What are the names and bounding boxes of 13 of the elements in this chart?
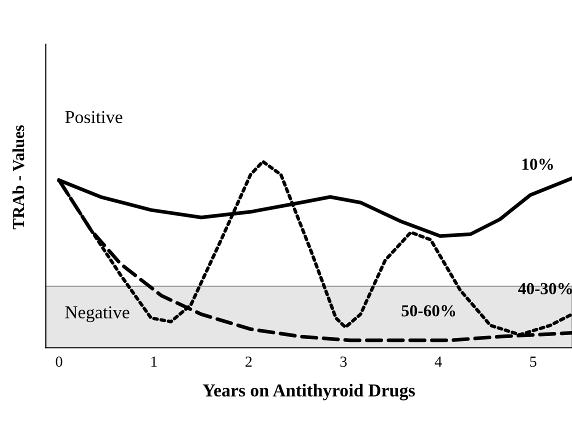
x-tick-label: 0 xyxy=(56,356,62,367)
text: Positive xyxy=(65,111,122,124)
x-tick-label: 4 xyxy=(434,356,442,367)
annotation: 40-30% xyxy=(518,283,572,294)
band-label: Negative xyxy=(65,306,130,322)
annotation: 10% xyxy=(522,158,553,170)
x-tick-label: 3 xyxy=(340,356,347,367)
x-tick-label: 2 xyxy=(246,356,252,367)
x-axis-title: Years on Antithyroid Drugs xyxy=(202,384,415,400)
x-tick-label: 5 xyxy=(530,356,536,367)
x-tick-label: 1 xyxy=(151,356,157,367)
annotation: 50-60% xyxy=(402,305,456,316)
y-axis-title: TRAb - Values xyxy=(12,125,24,230)
